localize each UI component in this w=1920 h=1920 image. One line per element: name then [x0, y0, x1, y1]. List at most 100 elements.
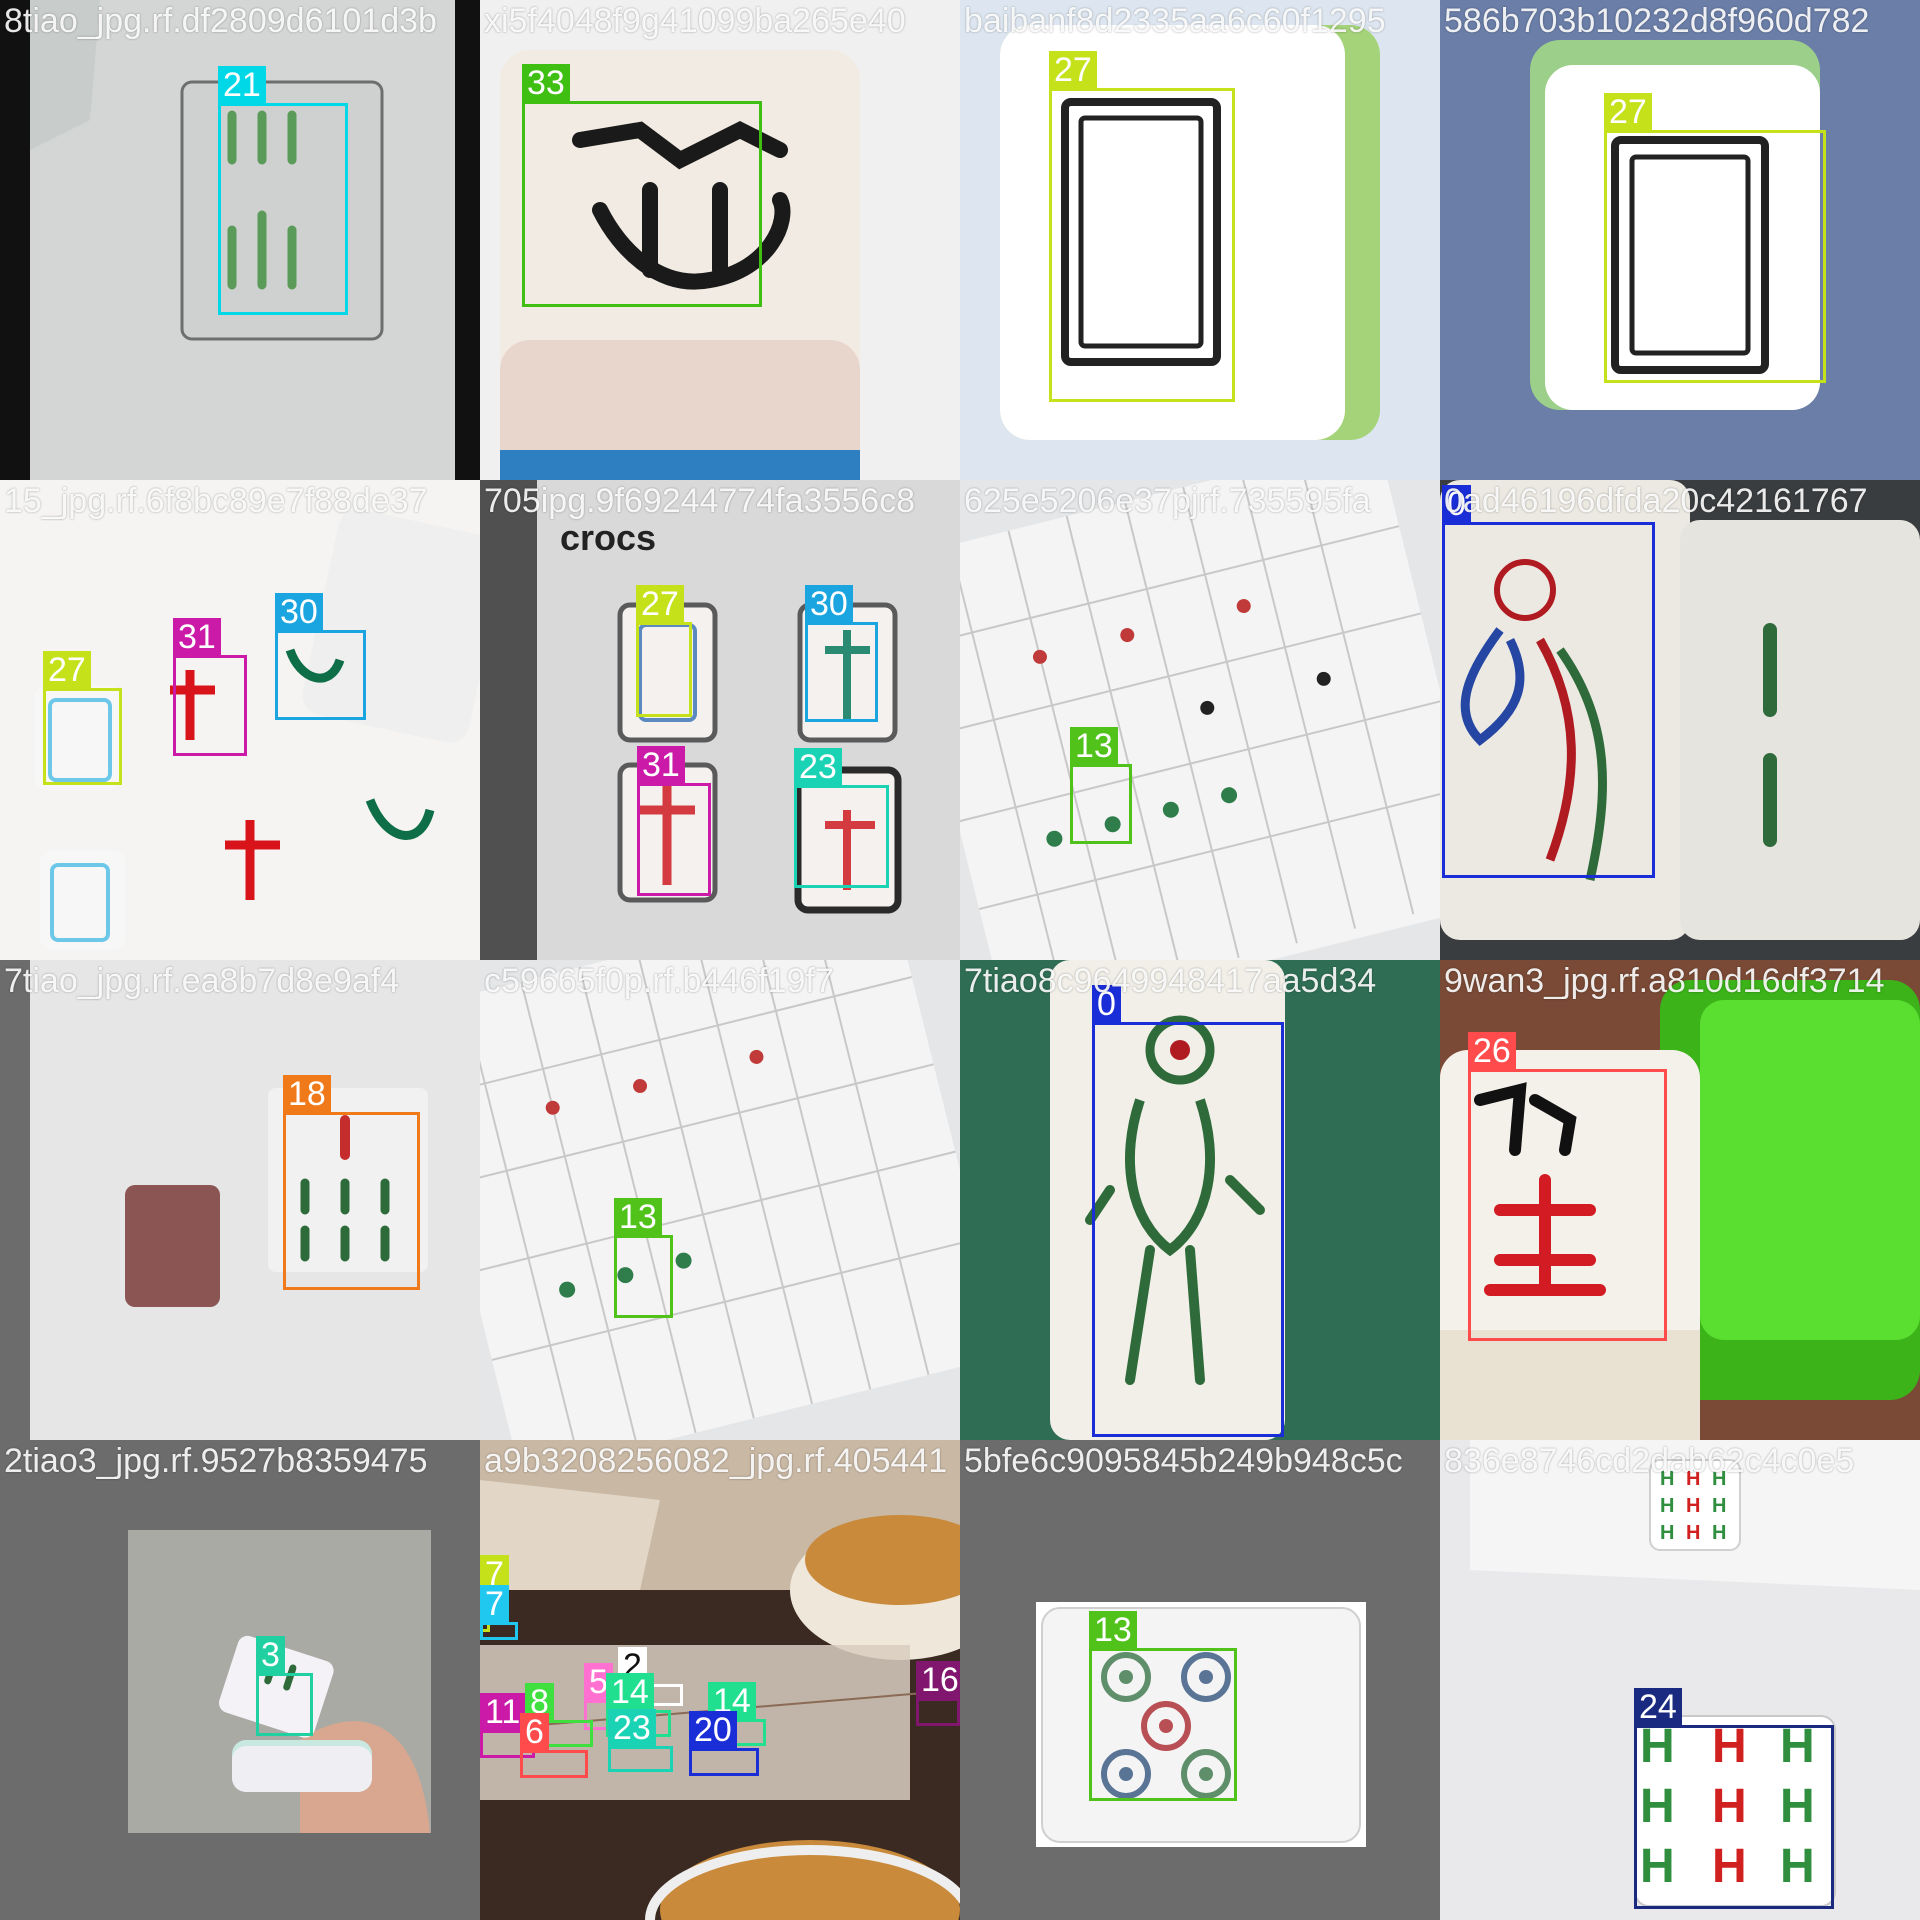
- class-id-label: 7: [480, 1585, 509, 1623]
- image-filename: 7tiao8c9649948417aa5d34: [964, 962, 1377, 1000]
- mosaic-tile: crocs 705ipg.9f69244774fa3556c8 27 30 31…: [480, 480, 960, 960]
- image-filename: 7tiao_jpg.rf.ea8b7d8e9af4: [4, 962, 400, 1000]
- detection-box: 27: [636, 585, 692, 717]
- class-id-label: 13: [1089, 1611, 1137, 1649]
- detection-box: 18: [283, 1075, 420, 1290]
- tile-image: [960, 1440, 1440, 1920]
- detection-box: 23: [608, 1709, 673, 1772]
- image-filename: c59665f0p.rf.b446f19f7: [484, 962, 834, 1000]
- mosaic-tile: 7tiao_jpg.rf.ea8b7d8e9af4 18: [0, 960, 480, 1440]
- image-filename: 15_jpg.rf.6f8bc89e7f88de37: [4, 482, 428, 520]
- detection-box: 13: [614, 1198, 673, 1318]
- class-id-label: 26: [1468, 1032, 1516, 1070]
- tile-image: [480, 960, 960, 1440]
- detection-box: 14: [708, 1682, 766, 1746]
- svg-text:H: H: [1712, 1495, 1726, 1517]
- class-id-label: 18: [283, 1075, 331, 1113]
- tile-image: [480, 0, 960, 480]
- svg-text:H: H: [1686, 1522, 1700, 1544]
- svg-text:H: H: [1712, 1468, 1726, 1490]
- class-id-label: 6: [520, 1713, 549, 1751]
- svg-text:H: H: [1712, 1840, 1747, 1893]
- tile-image: [0, 1440, 480, 1920]
- detection-box: 16: [916, 1661, 960, 1726]
- mosaic-tile: xi5f4048f9g41099ba265e40 33: [480, 0, 960, 480]
- svg-text:H: H: [1780, 1720, 1815, 1773]
- image-filename: 9wan3_jpg.rf.a810d16df3714: [1444, 962, 1885, 1000]
- class-id-label: 14: [708, 1682, 756, 1720]
- detection-box: 30: [275, 593, 366, 720]
- detection-box: 23: [794, 748, 889, 888]
- detection-box: 7: [480, 1585, 518, 1640]
- class-id-label: 3: [256, 1636, 285, 1674]
- class-id-label: 27: [1049, 51, 1097, 89]
- detection-box: 27: [1049, 51, 1235, 402]
- svg-text:H: H: [1780, 1780, 1815, 1833]
- tile-image: [480, 1440, 960, 1920]
- detection-box: 6: [520, 1713, 588, 1778]
- svg-text:H: H: [1712, 1522, 1726, 1544]
- image-filename: 8tiao_jpg.rf.df2809d6101d3b: [4, 2, 437, 40]
- image-filename: 0ad46196dfda20c42161767: [1444, 482, 1868, 520]
- mosaic-tile: 9wan3_jpg.rf.a810d16df3714 26: [1440, 960, 1920, 1440]
- image-filename: 705ipg.9f69244774fa3556c8: [484, 482, 916, 520]
- class-id-label: 27: [636, 585, 684, 623]
- detection-box: 0: [1092, 985, 1284, 1437]
- svg-text:H: H: [1660, 1468, 1674, 1490]
- image-filename: baibanf8d2335aa6c60f1295: [964, 2, 1386, 40]
- image-filename: 586b703b10232d8f960d782: [1444, 2, 1870, 40]
- mosaic-tile: 5bfe6c9095845b249b948c5c 13: [960, 1440, 1440, 1920]
- svg-text:H: H: [1712, 1720, 1747, 1773]
- svg-text:H: H: [1686, 1468, 1700, 1490]
- class-id-label: 13: [614, 1198, 662, 1236]
- detection-box: 33: [522, 64, 762, 307]
- svg-text:crocs: crocs: [560, 517, 656, 558]
- detection-box: 11: [480, 1693, 535, 1758]
- tile-image: [0, 960, 480, 1440]
- mosaic-tile: 0ad46196dfda20c42161767 0: [1440, 480, 1920, 960]
- class-id-label: 27: [1604, 93, 1652, 131]
- class-id-label: 16: [916, 1661, 960, 1699]
- mosaic-tile: 7tiao8c9649948417aa5d34 0: [960, 960, 1440, 1440]
- svg-text:H: H: [1780, 1840, 1815, 1893]
- image-filename: a9b3208256082_jpg.rf.405441: [484, 1442, 948, 1480]
- svg-text:H: H: [1640, 1720, 1675, 1773]
- tile-image: [0, 480, 480, 960]
- detection-box: 31: [173, 618, 247, 756]
- class-id-label: 0: [1442, 485, 1471, 523]
- class-id-label: 23: [794, 748, 842, 786]
- image-filename: 836e8746cd2dab62c4c0e5: [1444, 1442, 1855, 1480]
- class-id-label: 13: [1070, 727, 1118, 765]
- detection-box: 31: [637, 746, 711, 896]
- mosaic-tile: 625e5206e37pjrf.735595fa 13: [960, 480, 1440, 960]
- class-id-label: 27: [43, 651, 91, 689]
- detection-box: 3: [256, 1636, 313, 1736]
- class-id-label: 11: [480, 1693, 526, 1731]
- detection-box: 30: [805, 585, 878, 722]
- svg-text:H: H: [1640, 1840, 1675, 1893]
- mosaic-tile: 2tiao3_jpg.rf.9527b8359475 3: [0, 1440, 480, 1920]
- mosaic-tile: 586b703b10232d8f960d782 27: [1440, 0, 1920, 480]
- class-id-label: 31: [637, 746, 685, 784]
- tile-image: [1440, 480, 1920, 960]
- class-id-label: 14: [606, 1673, 654, 1711]
- class-id-label: 31: [173, 618, 221, 656]
- tile-image: [1440, 0, 1920, 480]
- class-id-label: 20: [689, 1711, 737, 1749]
- detection-box: 27: [1604, 93, 1826, 383]
- image-filename: 5bfe6c9095845b249b948c5c: [964, 1442, 1403, 1480]
- image-filename: 2tiao3_jpg.rf.9527b8359475: [4, 1442, 428, 1480]
- tile-image: [960, 960, 1440, 1440]
- svg-text:H: H: [1686, 1495, 1700, 1517]
- svg-text:H: H: [1660, 1522, 1674, 1544]
- class-id-label: 33: [522, 64, 570, 102]
- svg-text:H: H: [1660, 1495, 1674, 1517]
- detection-box: 0: [1442, 485, 1655, 878]
- class-id-label: 21: [218, 66, 266, 104]
- mosaic-tile: a9b3208256082_jpg.rf.405441 7 7 2 5 8 14…: [480, 1440, 960, 1920]
- class-id-label: 24: [1634, 1688, 1682, 1726]
- class-id-label: 30: [805, 585, 853, 623]
- detection-box: 20: [689, 1711, 759, 1776]
